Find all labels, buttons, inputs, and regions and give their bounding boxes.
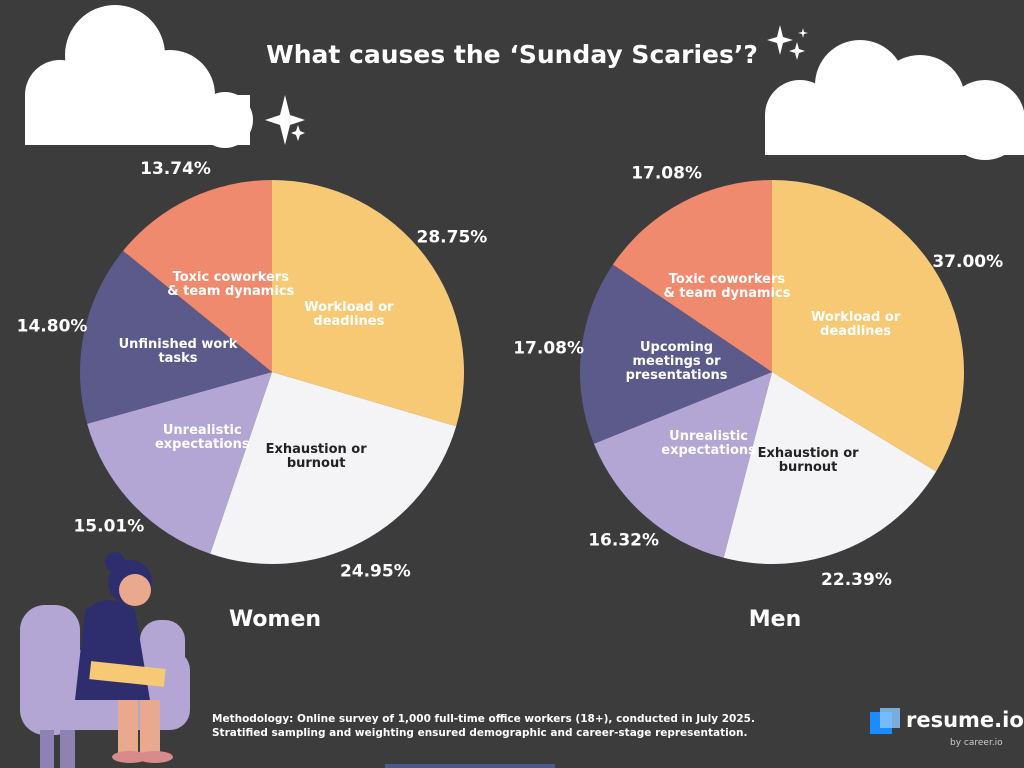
value-label: 15.01% [73, 516, 144, 536]
pie-slice [612, 180, 772, 372]
value-label: 14.80% [17, 316, 88, 336]
pie-slice [79, 250, 273, 424]
illustration [20, 552, 900, 768]
pie-slice [123, 180, 272, 372]
brand: resume.io [906, 708, 1024, 732]
pie-slice [723, 372, 937, 565]
value-label: 17.08% [513, 338, 584, 358]
slice-label: Workload or deadlines [811, 309, 901, 339]
pie-slice [210, 372, 457, 565]
pie-slice [580, 264, 772, 444]
pie-slice [593, 372, 772, 558]
methodology: Methodology: Online survey of 1,000 full… [212, 713, 755, 739]
chart-title: Women [229, 607, 321, 632]
value-label: 22.39% [821, 570, 892, 590]
page-title: What causes the ‘Sunday Scaries’? [266, 40, 758, 69]
slice-label: Exhaustion or burnout [757, 445, 859, 475]
brand-sub: by career.io [950, 738, 1003, 748]
slice-label: Unrealistic expectations [661, 429, 756, 459]
pie-slice [772, 179, 965, 472]
value-label: 37.00% [932, 252, 1003, 272]
slice-label: Unrealistic expectations [154, 422, 250, 452]
value-label: 28.75% [417, 227, 488, 247]
slice-label: Toxic coworkers & team dynamics [167, 270, 295, 300]
slice-label: Toxic coworkers & team dynamics [663, 272, 791, 302]
decoration [25, 5, 1024, 160]
value-label: 24.95% [340, 561, 411, 581]
chart-title: Men [749, 607, 801, 632]
slice-label: Upcoming meetings or presentations [625, 339, 728, 383]
pie-slice [87, 372, 272, 554]
slice-label: Exhaustion or burnout [265, 442, 367, 472]
value-label: 17.08% [631, 164, 702, 184]
value-label: 13.74% [140, 159, 211, 179]
slice-label: Workload or deadlines [304, 299, 394, 329]
slice-label: Unfinished work tasks [118, 337, 238, 367]
value-label: 16.32% [588, 531, 659, 551]
pie-slice [272, 180, 464, 427]
